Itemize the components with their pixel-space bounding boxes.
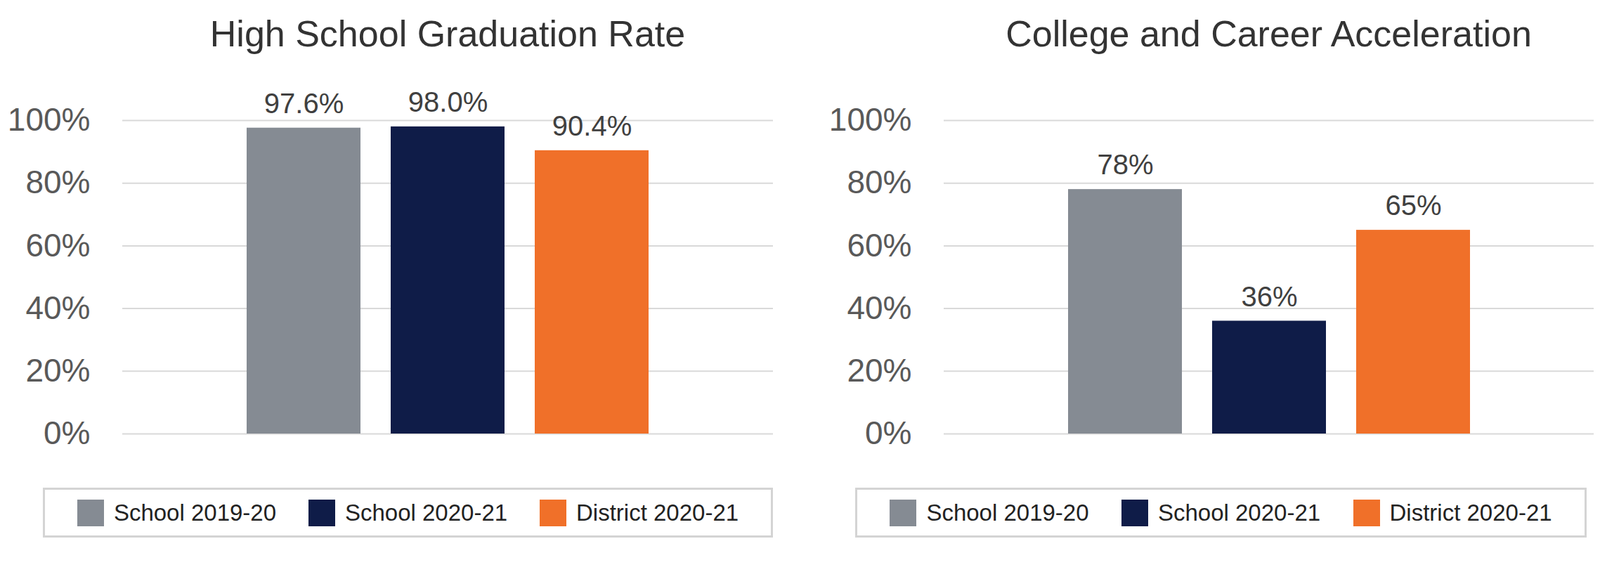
html-text:School 2019-20: School 2019-20 bbox=[113, 499, 277, 526]
svg-text:78%: 78% bbox=[1096, 148, 1154, 180]
html-text:District 2020-21: District 2020-21 bbox=[1389, 499, 1552, 526]
svg-text:40%: 40% bbox=[25, 289, 90, 327]
svg-text:0%: 0% bbox=[43, 414, 90, 448]
svg-text:60%: 60% bbox=[846, 226, 912, 264]
svg-text:36%: 36% bbox=[1240, 281, 1298, 312]
svg-text:40%: 40% bbox=[846, 289, 912, 327]
html-text:District 2020-21: District 2020-21 bbox=[576, 499, 739, 526]
svg-text:98.0%: 98.0% bbox=[408, 86, 488, 118]
html-text:School 2020-21: School 2020-21 bbox=[1157, 499, 1321, 526]
html-text:School 2020-21: School 2020-21 bbox=[344, 499, 508, 526]
svg-text:97.6%: 97.6% bbox=[264, 87, 344, 119]
svg-text:20%: 20% bbox=[25, 352, 90, 389]
svg-text:20%: 20% bbox=[846, 352, 912, 389]
svg-text:60%: 60% bbox=[25, 226, 90, 264]
html-text:College and Career Acceleratio: College and Career Acceleration bbox=[1005, 13, 1532, 55]
html-text:School 2019-20: School 2019-20 bbox=[926, 499, 1089, 526]
svg-text:65%: 65% bbox=[1384, 189, 1442, 221]
svg-text:100%: 100% bbox=[829, 101, 913, 138]
svg-text:100%: 100% bbox=[7, 101, 91, 138]
html-text:High School Graduation Rate: High School Graduation Rate bbox=[209, 13, 686, 55]
svg-text:90.4%: 90.4% bbox=[552, 110, 632, 142]
svg-text:80%: 80% bbox=[846, 163, 912, 201]
svg-text:80%: 80% bbox=[25, 163, 90, 201]
svg-text:0%: 0% bbox=[864, 414, 912, 448]
